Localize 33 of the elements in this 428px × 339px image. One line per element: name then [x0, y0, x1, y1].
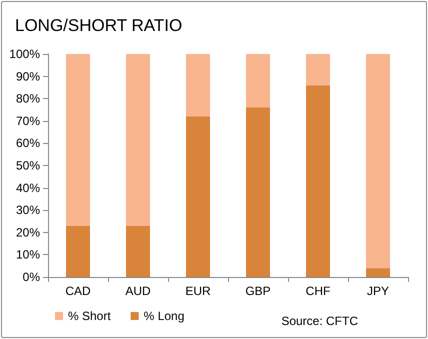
- y-tick-label: 0%: [22, 270, 40, 284]
- bar: [246, 54, 270, 108]
- bar: [306, 85, 330, 277]
- y-tick-label: 10%: [16, 248, 40, 262]
- x-tick-label: CHF: [306, 284, 330, 298]
- y-tick-label: 60%: [16, 136, 40, 150]
- y-tick-label: 90%: [16, 69, 40, 84]
- x-tick-label: GBP: [245, 284, 271, 298]
- x-tick-label: AUD: [125, 284, 151, 298]
- bar: [126, 54, 150, 226]
- bar: [366, 54, 390, 268]
- bar: [306, 54, 330, 86]
- y-tick-label: 40%: [16, 180, 40, 195]
- y-tick-label: 70%: [16, 114, 40, 128]
- legend-label: % Long: [144, 309, 184, 323]
- bar: [366, 268, 390, 277]
- y-tick-label: 50%: [16, 158, 40, 172]
- x-tick-label: EUR: [185, 284, 211, 298]
- y-tick-label: 20%: [16, 225, 40, 240]
- y-tick-label: 80%: [16, 92, 40, 106]
- x-tick-label: CAD: [65, 284, 91, 298]
- bar: [186, 116, 210, 277]
- chart-title: LONG/SHORT RATIO: [15, 16, 182, 35]
- y-tick-label: 30%: [16, 203, 40, 218]
- bar: [186, 54, 210, 116]
- x-tick-label: JPY: [366, 284, 390, 298]
- bar: [66, 226, 90, 277]
- bar: [246, 108, 270, 277]
- y-tick-label: 100%: [9, 47, 40, 61]
- bar: [126, 226, 150, 277]
- bar: [66, 54, 90, 226]
- source-note: Source: CFTC: [281, 314, 358, 328]
- legend-label: % Short: [68, 309, 112, 323]
